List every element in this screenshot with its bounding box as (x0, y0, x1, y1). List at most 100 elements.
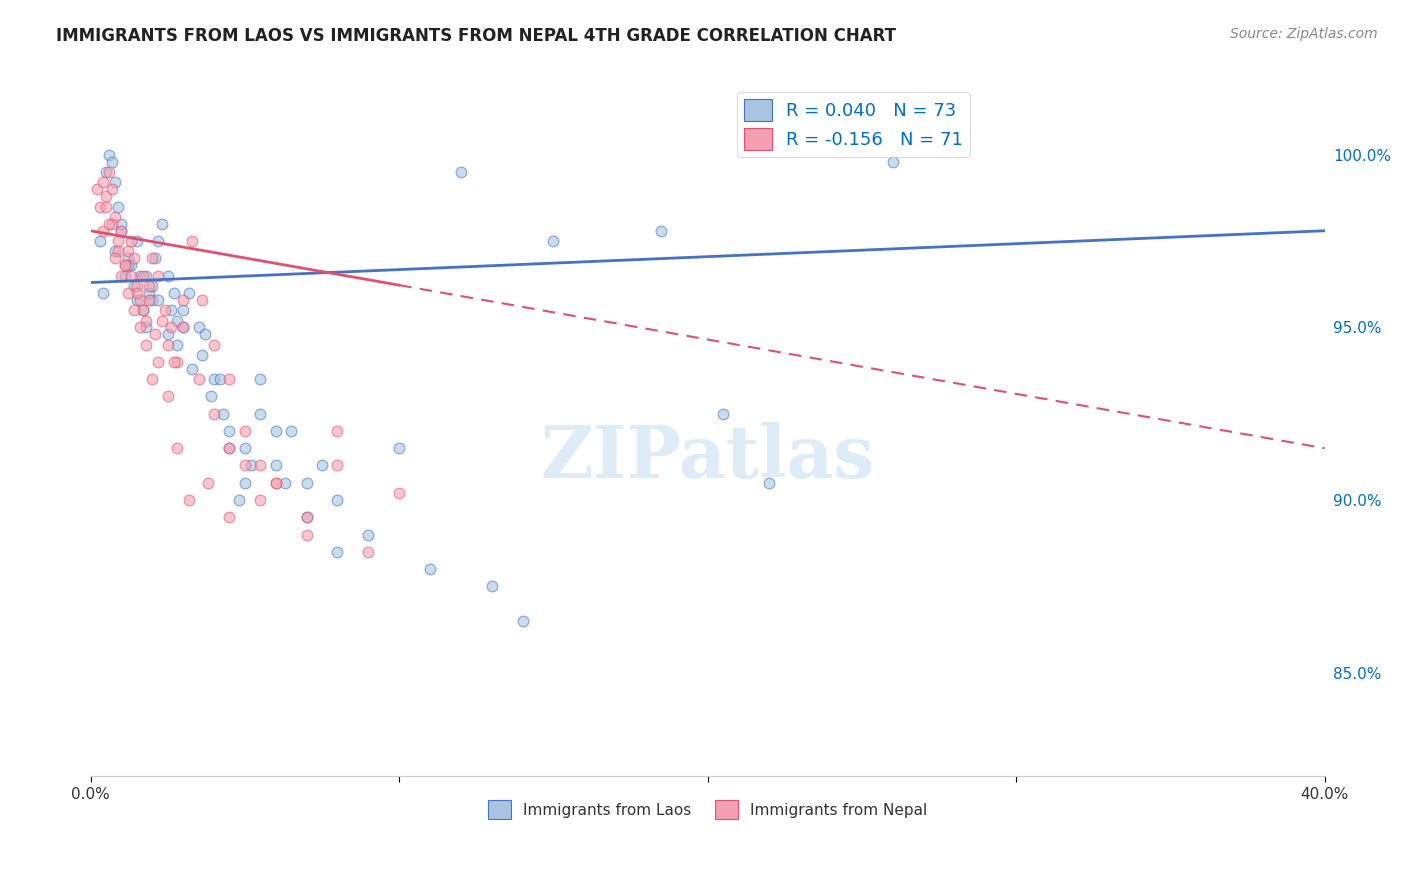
Point (166, 442, 188, 456)
Point (135, 268, 157, 283)
Point (264, 475, 287, 490)
Text: Source: ZipAtlas.com: Source: ZipAtlas.com (1230, 27, 1378, 41)
Point (141, 252, 163, 266)
Point (388, 442, 411, 456)
Point (91, 176, 114, 190)
Point (153, 303, 176, 318)
Point (249, 407, 271, 421)
Point (200, 389, 222, 403)
Point (166, 313, 188, 327)
Point (145, 327, 167, 342)
Point (98, 148, 121, 162)
Point (117, 285, 139, 300)
Point (101, 217, 124, 231)
Point (141, 293, 163, 307)
Point (357, 527, 380, 541)
Point (758, 475, 780, 490)
Point (122, 303, 145, 318)
Point (187, 320, 209, 334)
Point (135, 313, 157, 327)
Point (114, 258, 136, 272)
Point (166, 337, 188, 351)
Point (138, 279, 160, 293)
Point (228, 493, 250, 508)
Point (145, 252, 167, 266)
Point (156, 268, 179, 283)
Point (125, 293, 148, 307)
Point (711, 407, 734, 421)
Point (166, 355, 188, 369)
Point (114, 258, 136, 272)
Point (120, 268, 142, 283)
Point (125, 279, 148, 293)
Point (117, 244, 139, 259)
Point (125, 285, 148, 300)
Point (148, 234, 170, 248)
Point (156, 389, 179, 403)
Point (110, 217, 132, 231)
Point (181, 361, 204, 376)
Point (91, 224, 114, 238)
Point (110, 268, 132, 283)
Point (218, 442, 240, 456)
Point (218, 372, 240, 386)
Point (481, 579, 503, 593)
Point (218, 442, 240, 456)
Point (163, 355, 186, 369)
Point (326, 545, 349, 559)
Point (650, 224, 672, 238)
Point (249, 372, 271, 386)
Point (233, 475, 256, 490)
Point (240, 458, 263, 473)
Point (104, 176, 127, 190)
Point (249, 493, 271, 508)
Point (91, 285, 114, 300)
Point (129, 293, 152, 307)
Point (129, 268, 152, 283)
Point (156, 337, 179, 351)
Legend: Immigrants from Laos, Immigrants from Nepal: Immigrants from Laos, Immigrants from Ne… (482, 794, 934, 825)
Point (212, 407, 235, 421)
Point (129, 320, 152, 334)
Point (117, 258, 139, 272)
Point (159, 303, 181, 318)
Point (98, 165, 121, 179)
Point (172, 320, 194, 334)
Point (150, 217, 173, 231)
Point (138, 285, 160, 300)
Point (107, 200, 129, 214)
Point (122, 252, 145, 266)
Point (104, 244, 127, 259)
Point (295, 510, 318, 524)
Point (94, 165, 117, 179)
Point (280, 424, 302, 438)
Point (107, 234, 129, 248)
Point (187, 372, 209, 386)
Text: IMMIGRANTS FROM LAOS VS IMMIGRANTS FROM NEPAL 4TH GRADE CORRELATION CHART: IMMIGRANTS FROM LAOS VS IMMIGRANTS FROM … (56, 27, 896, 45)
Point (295, 527, 318, 541)
Point (120, 258, 142, 272)
Point (218, 424, 240, 438)
Point (172, 293, 194, 307)
Point (125, 234, 148, 248)
Point (233, 458, 256, 473)
Point (138, 293, 160, 307)
Point (197, 475, 219, 490)
Point (86, 182, 108, 196)
Point (181, 234, 204, 248)
Point (94, 189, 117, 203)
Point (110, 224, 132, 238)
Point (450, 165, 472, 179)
Point (202, 407, 225, 421)
Point (233, 424, 256, 438)
Point (135, 320, 157, 334)
Point (148, 293, 170, 307)
Point (132, 303, 155, 318)
Point (190, 293, 212, 307)
Point (264, 475, 287, 490)
Point (388, 486, 411, 500)
Point (194, 327, 217, 342)
Point (98, 217, 121, 231)
Point (110, 224, 132, 238)
Point (202, 337, 225, 351)
